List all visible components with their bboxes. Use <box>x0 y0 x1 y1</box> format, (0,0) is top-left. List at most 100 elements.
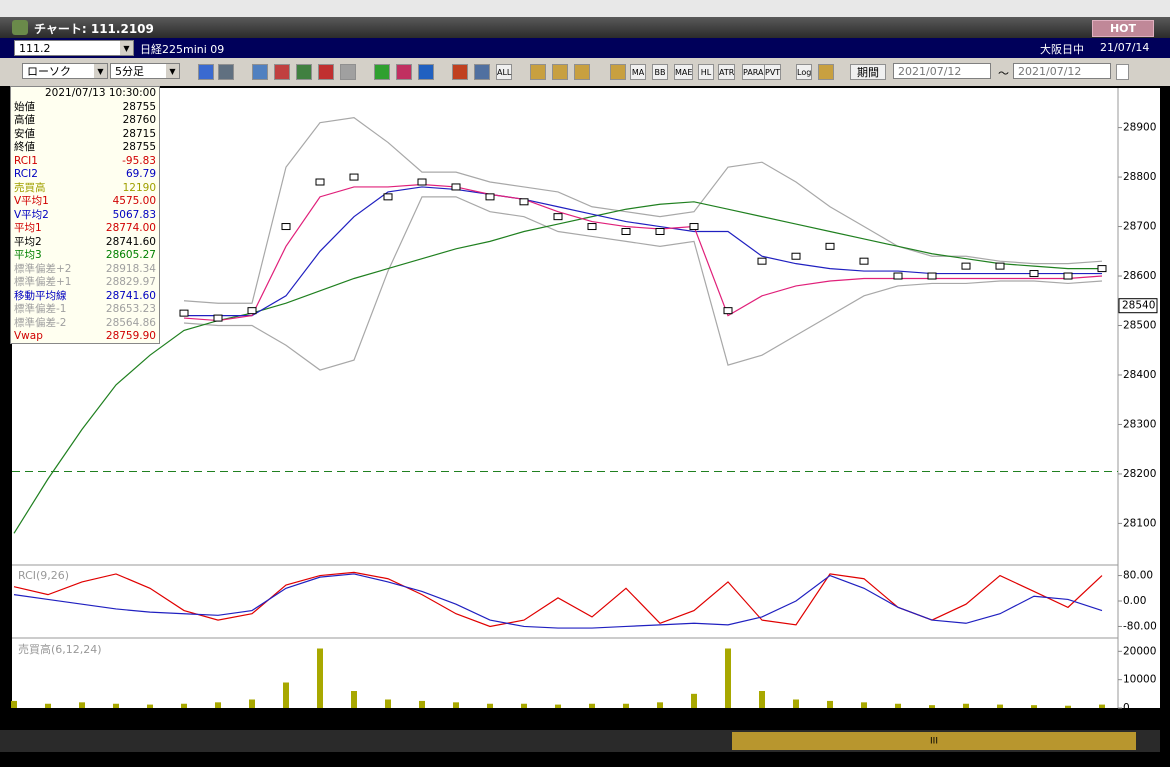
x-tick-label: 13/8:45 <box>263 712 310 725</box>
title-bar: チャート: 111.2109 HOT <box>0 17 1170 38</box>
tool-button[interactable]: MA <box>630 64 646 80</box>
tool-icon[interactable] <box>610 64 626 80</box>
info-row: 標準偏差+2 28918.34 <box>11 263 159 277</box>
volume-bar <box>861 702 867 708</box>
tool-icon[interactable] <box>418 64 434 80</box>
volume-bar <box>725 648 731 708</box>
tool-button[interactable]: ATR <box>718 64 736 80</box>
interval: 5分足 <box>115 65 144 78</box>
info-label: 始値 <box>14 100 35 113</box>
info-row: 平均3 28605.27 <box>11 249 159 263</box>
candle <box>587 223 597 231</box>
tool-icon[interactable] <box>530 64 546 80</box>
info-value: 28715 <box>122 127 156 140</box>
volume-bar <box>759 691 765 708</box>
top-strip <box>0 0 1170 17</box>
from-date[interactable]: 2021/07/12 <box>893 63 991 79</box>
tool-icon[interactable] <box>574 64 590 80</box>
y-tick-label: 0.00 <box>1123 595 1146 607</box>
checkbox[interactable] <box>1116 64 1129 80</box>
tool-button[interactable]: HL <box>698 64 714 80</box>
tool-button[interactable]: ALL <box>496 64 513 80</box>
tool-icon[interactable] <box>552 64 568 80</box>
tool-icon[interactable] <box>452 64 468 80</box>
tool-button[interactable]: MAE <box>674 64 694 80</box>
symbol: 111.2 <box>19 42 51 55</box>
volume-bar <box>623 703 629 708</box>
tilde: ～ <box>998 67 1009 80</box>
info-label: 標準偏差+1 <box>14 276 72 288</box>
tool-icon[interactable] <box>252 64 268 80</box>
info-label: 移動平均線 <box>14 289 67 302</box>
tool-icon[interactable] <box>396 64 412 80</box>
x-tick-label: 14 <box>619 712 633 725</box>
volume-bar <box>691 693 697 708</box>
x-tick-label: 12 <box>925 712 939 725</box>
tool-icon[interactable] <box>474 64 490 80</box>
x-tick-label: 10 <box>347 712 361 725</box>
info-row: 高値 28760 <box>11 114 159 128</box>
volume-bar <box>929 705 935 708</box>
info-label: 平均3 <box>14 249 42 261</box>
symbol-name: 日経225mini 09 <box>140 43 225 56</box>
info-row: 移動平均線 28741.60 <box>11 290 159 304</box>
volume-bar <box>453 702 459 708</box>
tool-icon[interactable] <box>340 64 356 80</box>
tool-icon[interactable] <box>318 64 334 80</box>
volume-bar <box>827 700 833 708</box>
candle <box>1063 272 1073 280</box>
candle <box>485 193 495 201</box>
volume-bar <box>317 648 323 708</box>
x-tick-label: 14/8:45 <box>705 712 752 725</box>
tool-icon[interactable] <box>296 64 312 80</box>
info-value: 28755 <box>122 141 156 153</box>
candle <box>281 223 291 231</box>
chart-type-combo[interactable]: ローソク ▼ <box>22 63 108 79</box>
tool-icon[interactable] <box>374 64 390 80</box>
candle <box>1097 265 1107 273</box>
chart-bg <box>12 88 1160 708</box>
tool-icon[interactable] <box>274 64 290 80</box>
info-value: 69.79 <box>125 168 156 180</box>
period-button[interactable]: 期間 <box>850 64 886 80</box>
info-label: 売買高 <box>14 181 46 194</box>
tool-icon[interactable] <box>198 64 214 80</box>
symbol-combo[interactable]: 111.2 ▼ <box>14 40 134 56</box>
tool-icon[interactable] <box>218 64 234 80</box>
chart-type: ローソク <box>27 65 71 78</box>
volume-bar <box>555 704 561 708</box>
scroll-thumb[interactable] <box>732 732 1136 750</box>
last-price-box <box>1118 298 1158 314</box>
info-value: 28759.90 <box>105 330 156 342</box>
x-tick-label: 14 <box>177 712 191 725</box>
tool-button[interactable]: PARA <box>742 64 765 80</box>
volume-bar <box>963 703 969 708</box>
candle <box>1029 270 1039 278</box>
indicator-line <box>183 183 1103 322</box>
info-label: 標準偏差-2 <box>14 316 67 329</box>
info-value: 28760 <box>122 114 156 126</box>
candle <box>723 307 733 315</box>
from: 2021/07/12 <box>898 65 962 78</box>
candle <box>179 309 189 317</box>
info-label: RCI1 <box>14 154 38 167</box>
tool-button[interactable]: BB <box>652 64 668 80</box>
volume-bar <box>895 703 901 708</box>
y-tick-label: 28200 <box>1123 468 1156 480</box>
interval-combo[interactable]: 5分足 ▼ <box>110 63 180 79</box>
to-date[interactable]: 2021/07/12 <box>1013 63 1111 79</box>
tool-icon[interactable] <box>818 64 834 80</box>
hot-button[interactable]: HOT <box>1092 20 1154 37</box>
pane-title: 売買高(6,12,24) <box>18 642 102 656</box>
x-tick-label: 10 <box>789 712 803 725</box>
date: 21/07/14 <box>1100 41 1150 54</box>
volume-bar <box>793 699 799 708</box>
candle <box>383 193 393 201</box>
thumb-grip: III <box>930 737 938 747</box>
info-label: V平均1 <box>14 195 49 207</box>
info-row: 終値 28755 <box>11 141 159 155</box>
tool-button[interactable]: PVT <box>764 64 782 80</box>
tool-button[interactable]: Log <box>796 64 813 80</box>
candle <box>927 272 937 280</box>
